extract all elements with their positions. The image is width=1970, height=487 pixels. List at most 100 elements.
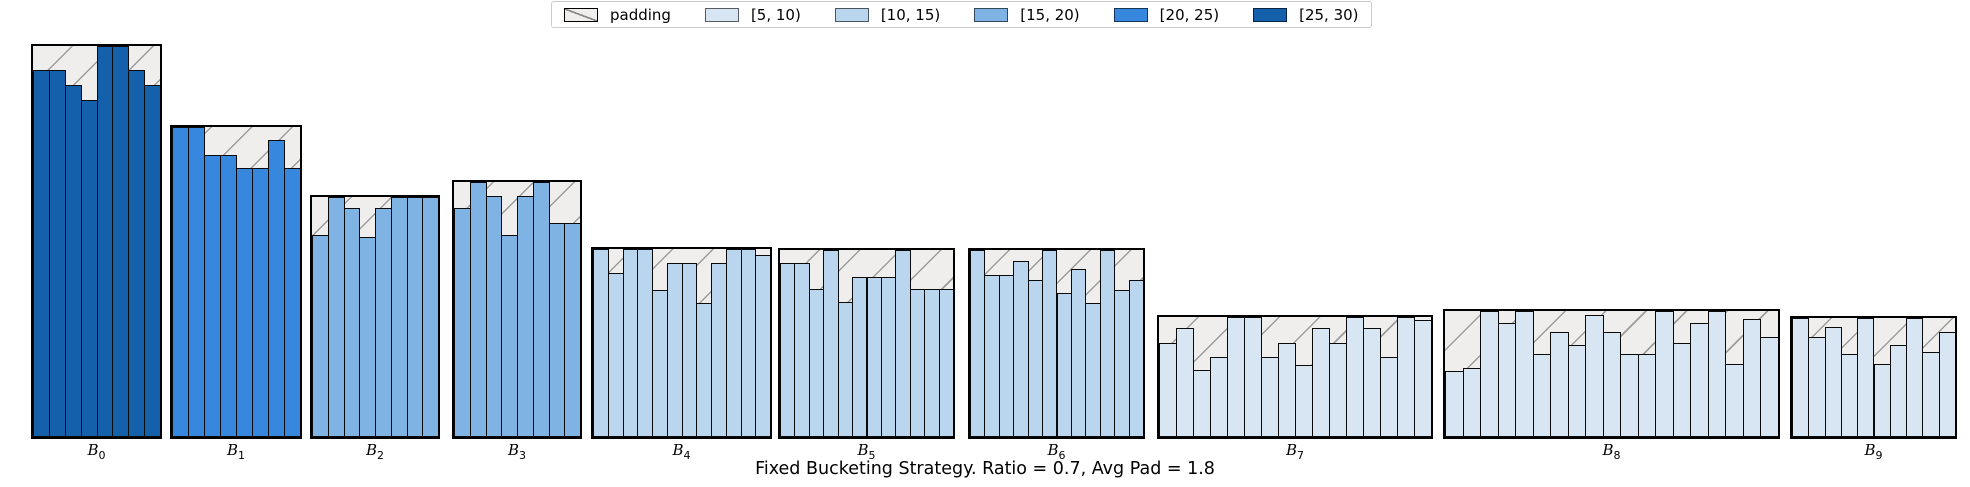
legend-item-padding: padding <box>564 6 671 24</box>
histogram-bar <box>1329 342 1347 437</box>
bucket-label-base: B <box>857 441 869 459</box>
bucket-label-subscript: 6 <box>1058 449 1066 462</box>
histogram-bar <box>532 182 550 437</box>
histogram-bar <box>1128 279 1143 437</box>
bucket-label-subscript: 7 <box>1297 449 1305 462</box>
bucket-label-subscript: 8 <box>1613 449 1621 462</box>
histogram-bar <box>1462 367 1482 437</box>
histogram-bar <box>564 223 580 437</box>
padding-hatch-swatch <box>564 7 598 22</box>
histogram-bar <box>252 168 269 437</box>
histogram-bar <box>1278 342 1296 437</box>
histogram-bar <box>1637 354 1657 437</box>
legend: padding [5, 10) [10, 15) [15, 20) [20, 25) [2… <box>551 1 1372 28</box>
bucket-label-base: B <box>226 441 239 459</box>
histogram-bar <box>794 262 810 437</box>
bucket-label-B3: B3 <box>452 441 582 465</box>
histogram-bar <box>696 303 712 437</box>
histogram-bar <box>1414 320 1431 437</box>
histogram-bar <box>112 46 130 437</box>
bucket-label-base: B <box>1047 441 1059 459</box>
bucket-label-B2: B2 <box>310 441 440 465</box>
histogram-bar <box>1070 269 1087 437</box>
histogram-bar <box>1906 318 1924 437</box>
histogram-bar <box>1227 317 1245 437</box>
histogram-bar <box>1567 345 1587 437</box>
histogram-bar <box>637 249 653 437</box>
bucket-label-subscript: 4 <box>683 449 691 462</box>
histogram-bar <box>220 155 237 437</box>
histogram-bar <box>469 182 487 437</box>
histogram-bar <box>1013 261 1029 437</box>
histogram-bar <box>1159 342 1177 437</box>
histogram-bar <box>1840 354 1859 437</box>
histogram-bar <box>1760 337 1778 437</box>
histogram-bar <box>1261 357 1279 437</box>
histogram-bar <box>359 236 376 437</box>
legend-item-label: [10, 15) <box>880 5 941 24</box>
bucket-B2 <box>310 194 440 439</box>
histogram-bar <box>681 262 698 437</box>
bucket-label-B0: B0 <box>31 441 162 465</box>
histogram-bar <box>1515 310 1534 437</box>
histogram-bar <box>312 235 329 437</box>
histogram-bar <box>652 290 668 437</box>
legend-item-bin: [5, 10) <box>704 5 801 24</box>
histogram-bar <box>1725 363 1744 437</box>
bucket-label-subscript: 2 <box>377 449 385 462</box>
bucket-B1 <box>170 125 302 439</box>
histogram-bar <box>909 288 926 437</box>
bucket-label-B8: B8 <box>1443 441 1780 465</box>
histogram-bar <box>852 277 868 437</box>
histogram-bar <box>375 207 392 437</box>
legend-item-label: [25, 30) <box>1299 5 1359 24</box>
histogram-bar <box>1707 310 1727 437</box>
histogram-bar <box>1480 310 1499 437</box>
histogram-bar <box>880 277 897 437</box>
legend-item-label: [20, 25) <box>1159 5 1220 24</box>
histogram-bar <box>406 196 424 437</box>
histogram-bar <box>1244 317 1262 437</box>
bin-color-swatch <box>974 7 1009 22</box>
bucket-label-base: B <box>87 441 99 459</box>
bin-color-swatch <box>834 7 869 22</box>
legend-item-bin: [10, 15) <box>834 5 941 24</box>
histogram-bar <box>1550 332 1569 437</box>
histogram-bar <box>808 288 825 437</box>
legend-item-bin: [20, 25) <box>1113 5 1220 24</box>
bucket-B0 <box>31 44 162 439</box>
histogram-bar <box>128 70 146 437</box>
histogram-bar <box>48 70 66 437</box>
histogram-bar <box>1497 323 1517 437</box>
histogram-bar <box>327 196 345 437</box>
histogram-bar <box>284 168 300 437</box>
histogram-bar <box>1056 292 1072 437</box>
bucket-B5 <box>778 248 955 439</box>
histogram-bar <box>1602 332 1622 437</box>
bucket-label-base: B <box>507 441 520 459</box>
bucket-label-base: B <box>365 441 378 459</box>
histogram-bar <box>1655 310 1674 437</box>
histogram-bar <box>1099 250 1116 437</box>
histogram-bar <box>593 249 609 437</box>
histogram-bar <box>33 70 50 437</box>
histogram-bar <box>622 249 639 437</box>
histogram-bar <box>711 262 727 437</box>
legend-item-label: [5, 10) <box>750 5 801 24</box>
histogram-bar <box>1585 315 1604 437</box>
bucket-B9 <box>1790 316 1957 439</box>
histogram-bar <box>204 155 221 437</box>
histogram-bar <box>1114 290 1130 437</box>
histogram-bar <box>1742 319 1762 437</box>
histogram-bar <box>236 168 253 437</box>
histogram-bar <box>1938 332 1955 437</box>
histogram-bar <box>666 262 683 437</box>
histogram-bar <box>984 274 1000 437</box>
histogram-bar <box>1532 354 1552 437</box>
histogram-bar <box>64 84 82 437</box>
bucket-label-B1: B1 <box>170 441 302 465</box>
bucket-label-subscript: 0 <box>98 449 106 462</box>
bucket-label-subscript: 1 <box>238 449 246 462</box>
